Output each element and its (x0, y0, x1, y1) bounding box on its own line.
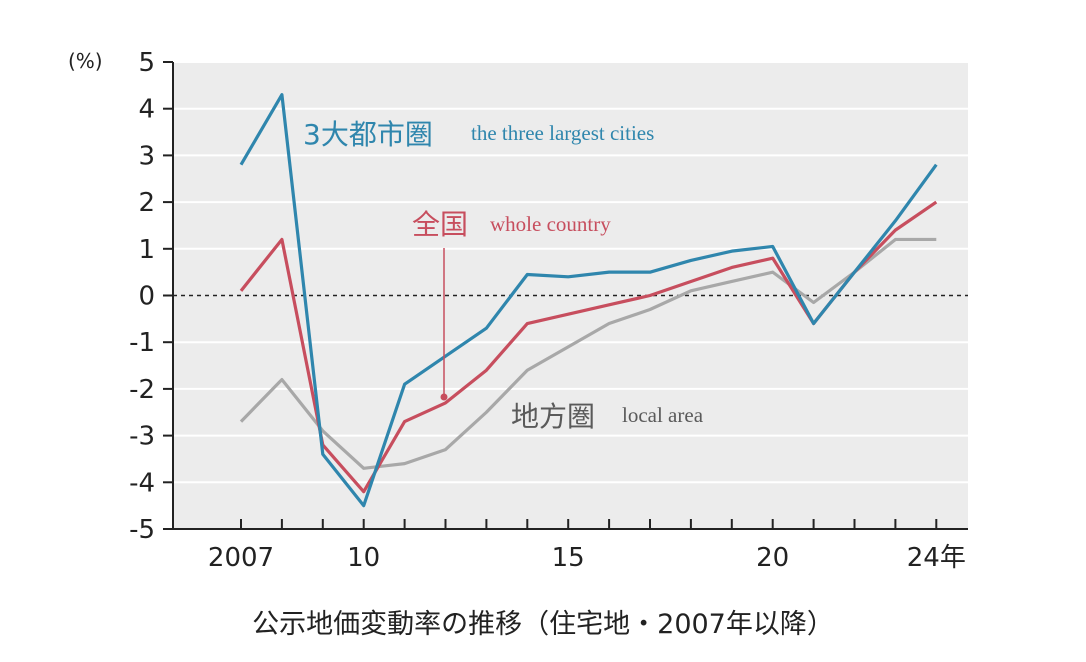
x-tick-label: 15 (552, 543, 585, 573)
series-label-country-en: whole country (490, 212, 611, 236)
y-tick-label: -1 (129, 328, 155, 358)
y-tick-label: -3 (129, 422, 155, 452)
y-tick-label: 4 (138, 95, 155, 125)
series-lines (239, 93, 938, 508)
y-unit-label: (%) (68, 49, 103, 73)
x-tick-label: 10 (347, 543, 380, 573)
y-tick-label: 2 (138, 188, 155, 218)
series-label-local-jp: 地方圏 (511, 400, 595, 433)
series-label-country-jp: 全国 (412, 208, 468, 241)
y-tick-labels: 5 4 3 2 1 0 -1 -2 -3 -4 -5 (129, 48, 155, 545)
x-tick-label: 24年 (907, 543, 966, 573)
y-tick-label: -4 (129, 468, 155, 498)
country-label-pointer-dot (440, 393, 448, 401)
series-label-local-en: local area (622, 403, 704, 427)
x-tick-labels: 2007 10 15 20 24年 (208, 543, 966, 573)
gridlines (173, 61, 968, 530)
chart-caption: 公示地価変動率の推移（住宅地・2007年以降） (252, 609, 834, 640)
y-tick-label: 0 (138, 282, 155, 312)
x-tick-label: 20 (756, 543, 789, 573)
y-tick-label: -5 (129, 515, 155, 545)
y-tick-label: 1 (138, 235, 155, 265)
series-label-cities-jp: 3大都市圏 (303, 118, 433, 151)
series-label-cities-en: the three largest cities (471, 121, 654, 145)
y-tick-label: 5 (138, 48, 155, 78)
series-line (239, 93, 938, 508)
axes (163, 61, 968, 530)
y-tick-label: -2 (129, 375, 155, 405)
series-line (239, 237, 937, 470)
y-tick-label: 3 (138, 141, 155, 171)
x-tick-label: 2007 (208, 543, 274, 573)
